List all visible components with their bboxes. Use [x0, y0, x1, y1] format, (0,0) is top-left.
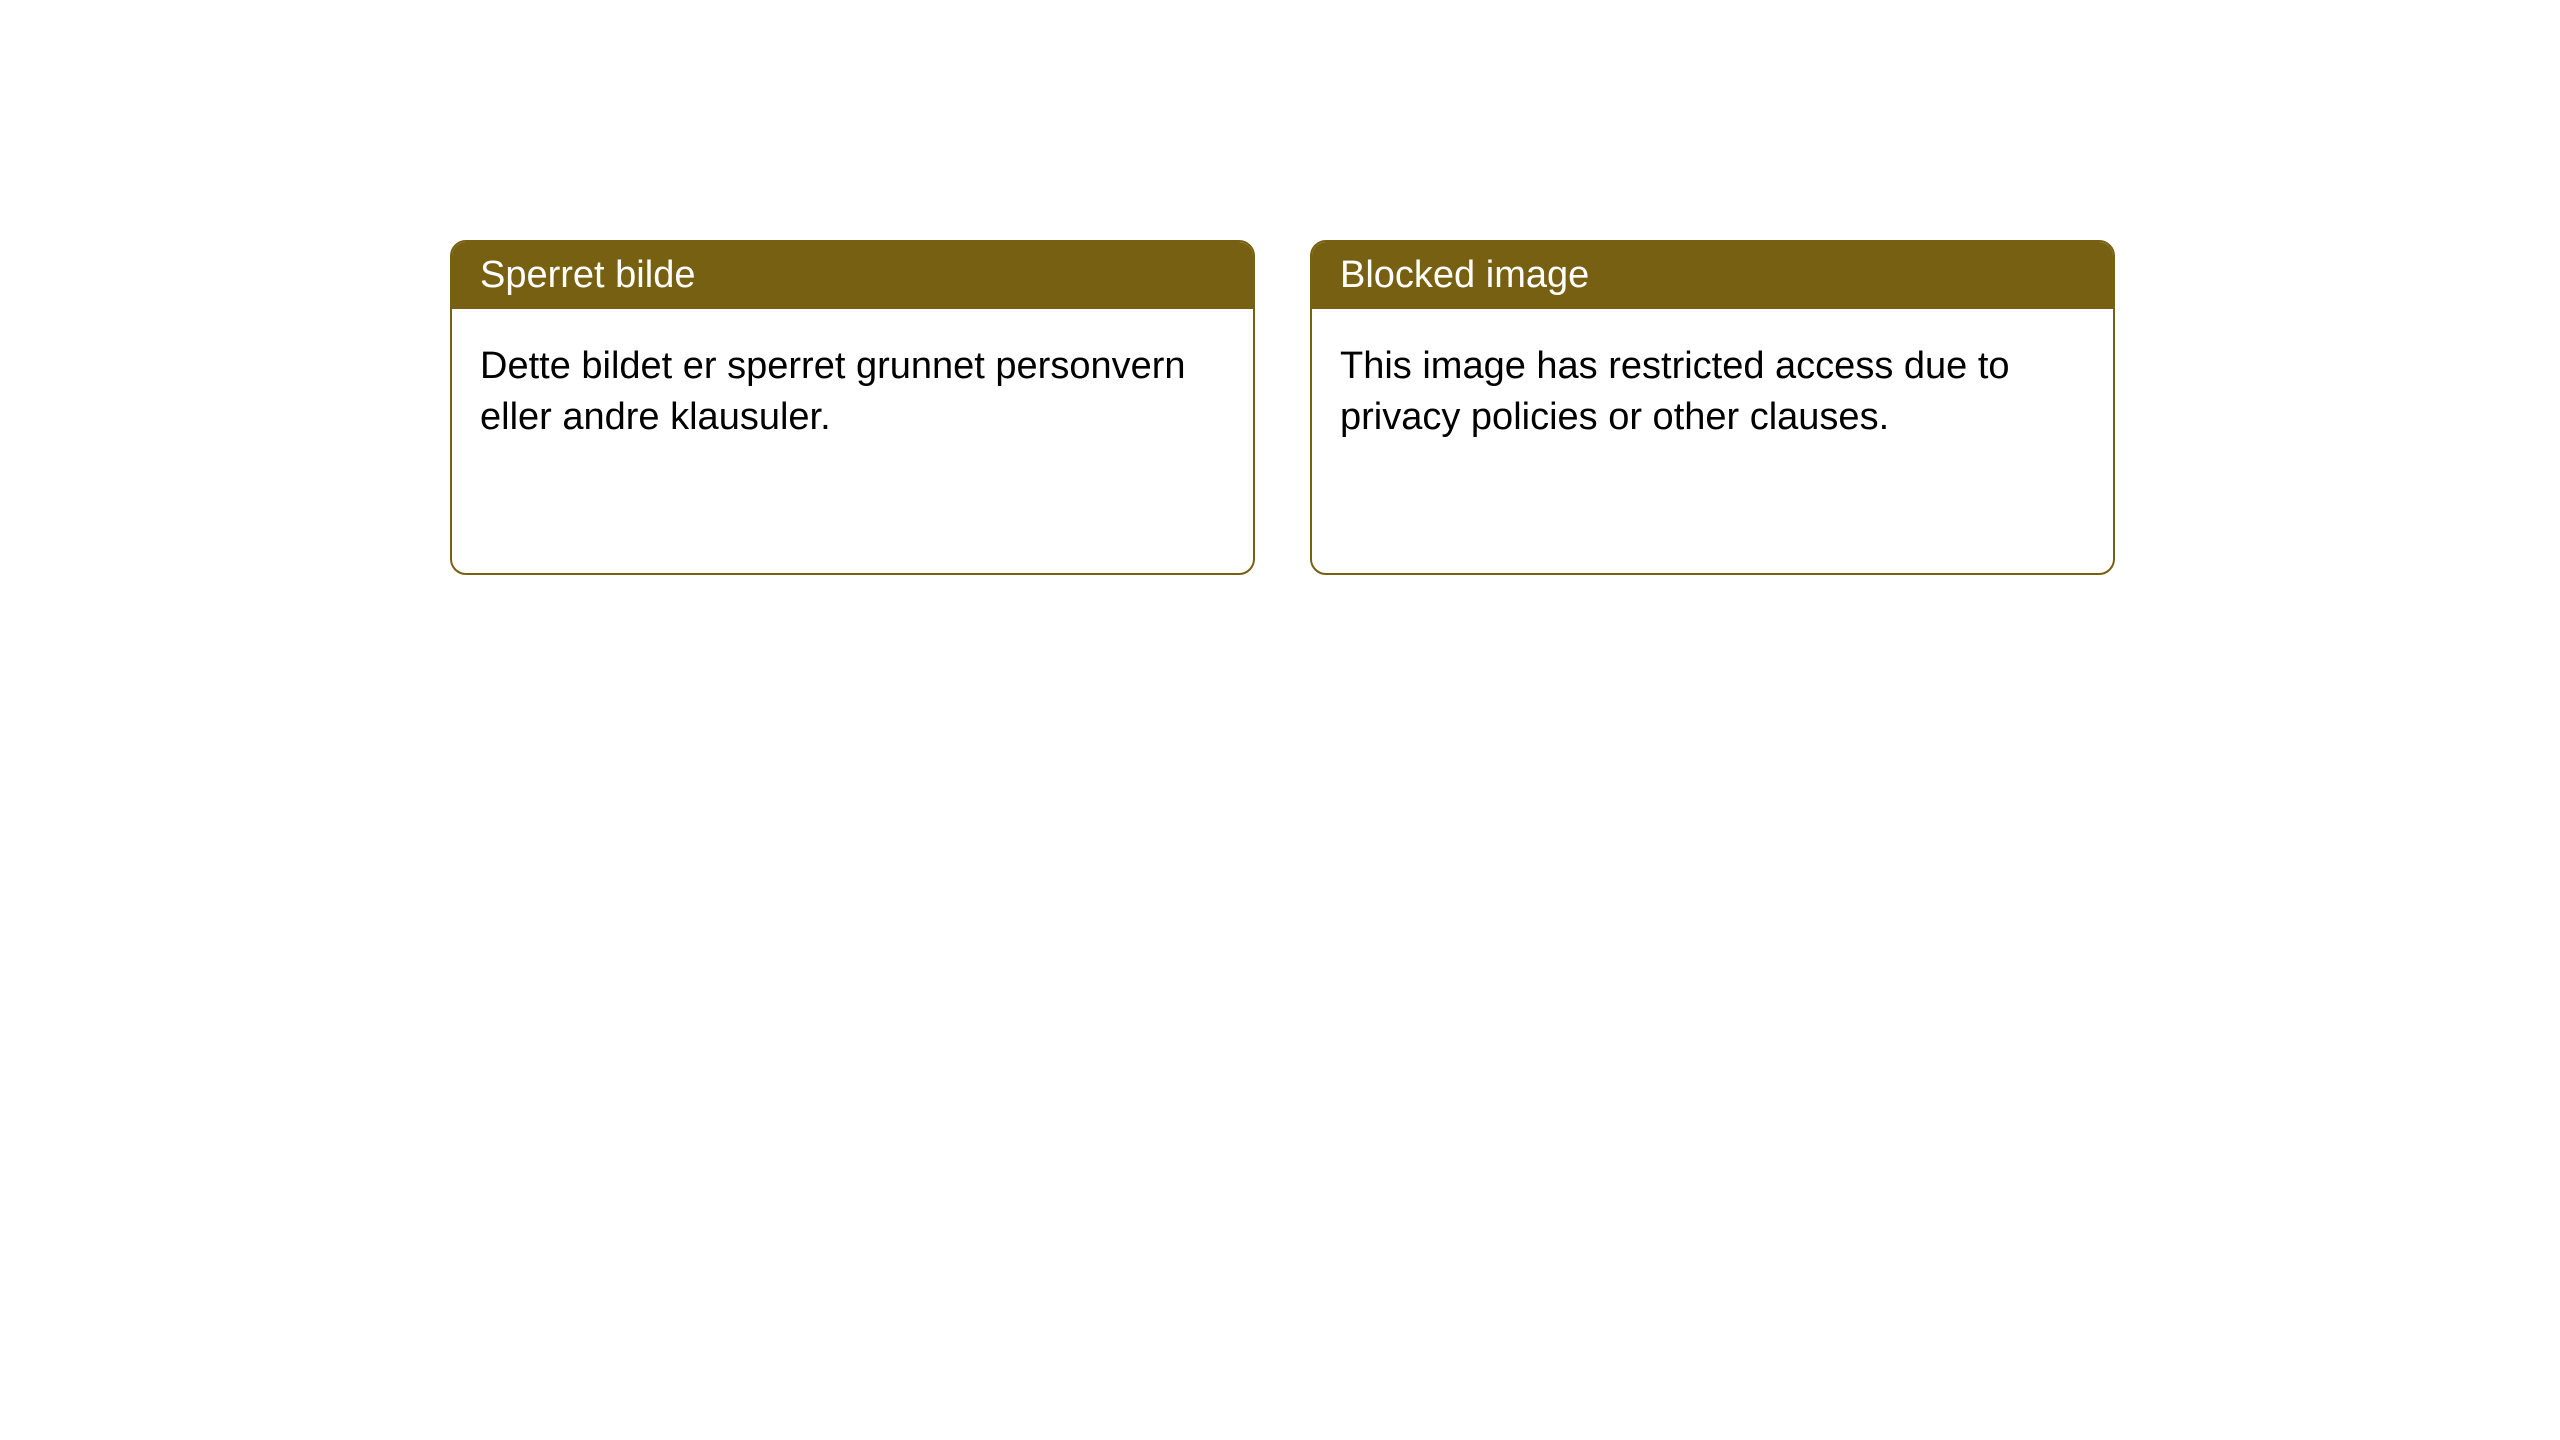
notice-card-norwegian: Sperret bilde Dette bildet er sperret gr…	[450, 240, 1255, 575]
card-body: Dette bildet er sperret grunnet personve…	[452, 309, 1253, 476]
card-body: This image has restricted access due to …	[1312, 309, 2113, 476]
card-title: Sperret bilde	[480, 254, 695, 296]
card-message: Dette bildet er sperret grunnet personve…	[480, 345, 1186, 438]
card-header: Sperret bilde	[452, 242, 1253, 309]
notice-container: Sperret bilde Dette bildet er sperret gr…	[450, 240, 2115, 575]
card-message: This image has restricted access due to …	[1340, 345, 2010, 438]
notice-card-english: Blocked image This image has restricted …	[1310, 240, 2115, 575]
card-title: Blocked image	[1340, 254, 1589, 296]
card-header: Blocked image	[1312, 242, 2113, 309]
